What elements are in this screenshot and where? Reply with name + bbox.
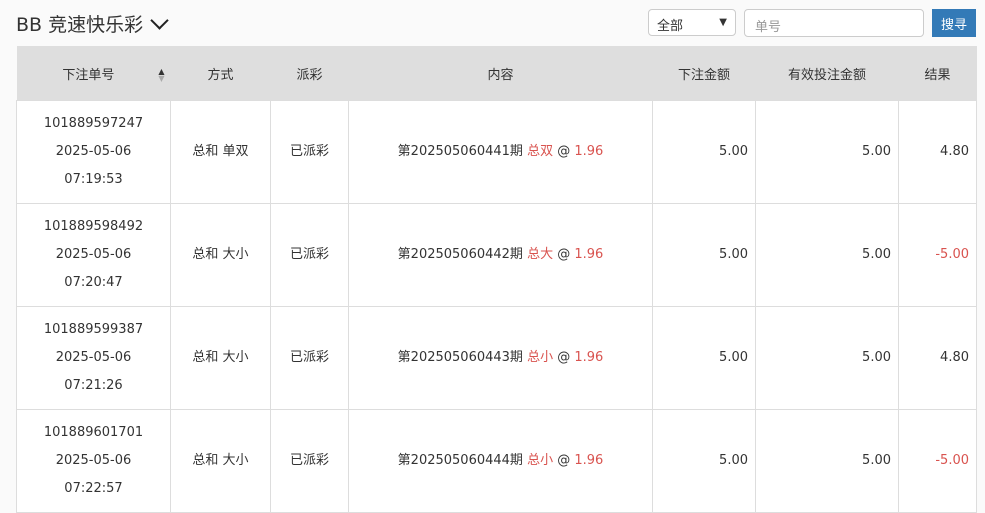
order-id: 101889601701 — [43, 425, 144, 440]
amount-cell: 5.00 — [652, 203, 756, 307]
order-cell: 101889601701 2025-05-06 07:22:57 — [16, 409, 171, 513]
content-cell: 第202505060442期 总大 @ 1.96 — [348, 203, 653, 307]
content-cell: 第202505060444期 总小 @ 1.96 — [348, 409, 653, 513]
payout-cell: 已派彩 — [270, 100, 349, 204]
odds: 1.96 — [574, 453, 604, 468]
order-id: 101889597247 — [43, 116, 144, 131]
col-result: 结果 — [898, 46, 977, 101]
order-cell: 101889597247 2025-05-06 07:19:53 — [16, 100, 171, 204]
table-row: 101889599387 2025-05-06 07:21:26 总和 大小 已派彩… — [16, 306, 977, 410]
pick: 总双 — [527, 144, 554, 159]
payout-cell: 已派彩 — [270, 306, 349, 410]
period: 第202505060444期 — [397, 453, 523, 468]
valid-amount-cell: 5.00 — [755, 203, 899, 307]
search-button[interactable]: 搜寻 — [932, 9, 976, 37]
col-payout: 派彩 — [270, 46, 349, 101]
valid-amount-cell: 5.00 — [755, 409, 899, 513]
col-order-id[interactable]: 下注单号 ▲ ▼ — [16, 46, 171, 101]
at-sign: @ — [557, 144, 571, 159]
at-sign: @ — [557, 247, 571, 262]
filter-value: 全部 — [657, 19, 684, 34]
pick: 总小 — [527, 453, 554, 468]
at-sign: @ — [557, 350, 571, 365]
order-number-input[interactable]: 单号 — [744, 9, 924, 37]
odds: 1.96 — [574, 144, 604, 159]
odds: 1.96 — [574, 350, 604, 365]
order-time: 07:19:53 — [64, 172, 123, 187]
col-amount: 下注金额 — [652, 46, 756, 101]
result-cell: -5.00 — [898, 409, 977, 513]
chevron-down-icon — [150, 11, 169, 30]
amount-cell: 5.00 — [652, 306, 756, 410]
order-date: 2025-05-06 — [55, 453, 132, 468]
header-label: 下注单号 — [62, 67, 115, 83]
pick: 总大 — [527, 247, 554, 262]
order-id: 101889598492 — [43, 219, 144, 234]
method-cell: 总和 大小 — [170, 306, 271, 410]
chevron-down-icon: ▼ — [719, 17, 727, 28]
odds: 1.96 — [574, 247, 604, 262]
method-cell: 总和 大小 — [170, 203, 271, 307]
result-cell: -5.00 — [898, 203, 977, 307]
payout-cell: 已派彩 — [270, 203, 349, 307]
page-title: BB 竞速快乐彩 — [16, 14, 144, 36]
order-date: 2025-05-06 — [55, 350, 132, 365]
order-date: 2025-05-06 — [55, 247, 132, 262]
col-valid-amount: 有效投注金额 — [755, 46, 899, 101]
table-row: 101889598492 2025-05-06 07:20:47 总和 大小 已派彩… — [16, 203, 977, 307]
content-cell: 第202505060443期 总小 @ 1.96 — [348, 306, 653, 410]
order-time: 07:20:47 — [64, 275, 123, 290]
valid-amount-cell: 5.00 — [755, 100, 899, 204]
at-sign: @ — [557, 453, 571, 468]
game-title-dropdown[interactable]: BB 竞速快乐彩 — [16, 10, 169, 37]
payout-cell: 已派彩 — [270, 409, 349, 513]
order-cell: 101889599387 2025-05-06 07:21:26 — [16, 306, 171, 410]
pick: 总小 — [527, 350, 554, 365]
order-cell: 101889598492 2025-05-06 07:20:47 — [16, 203, 171, 307]
col-method: 方式 — [170, 46, 271, 101]
period: 第202505060441期 — [397, 144, 523, 159]
bet-table: 下注单号 ▲ ▼ 方式 派彩 内容 下注金额 有效投注金额 结果 101889597… — [16, 46, 977, 513]
result-cell: 4.80 — [898, 100, 977, 204]
result-cell: 4.80 — [898, 306, 977, 410]
amount-cell: 5.00 — [652, 100, 756, 204]
table-row: 101889601701 2025-05-06 07:22:57 总和 大小 已派彩… — [16, 409, 977, 513]
order-id: 101889599387 — [43, 322, 144, 337]
period: 第202505060442期 — [397, 247, 523, 262]
amount-cell: 5.00 — [652, 409, 756, 513]
content-cell: 第202505060441期 总双 @ 1.96 — [348, 100, 653, 204]
order-time: 07:22:57 — [64, 481, 123, 496]
col-content: 内容 — [348, 46, 653, 101]
table-row: 101889597247 2025-05-06 07:19:53 总和 单双 已派彩… — [16, 100, 977, 204]
method-cell: 总和 单双 — [170, 100, 271, 204]
order-time: 07:21:26 — [64, 378, 123, 393]
status-filter-select[interactable]: 全部 ▼ — [648, 9, 736, 36]
period: 第202505060443期 — [397, 350, 523, 365]
method-cell: 总和 大小 — [170, 409, 271, 513]
order-date: 2025-05-06 — [55, 144, 132, 159]
valid-amount-cell: 5.00 — [755, 306, 899, 410]
sort-icon[interactable]: ▲ ▼ — [158, 67, 165, 83]
